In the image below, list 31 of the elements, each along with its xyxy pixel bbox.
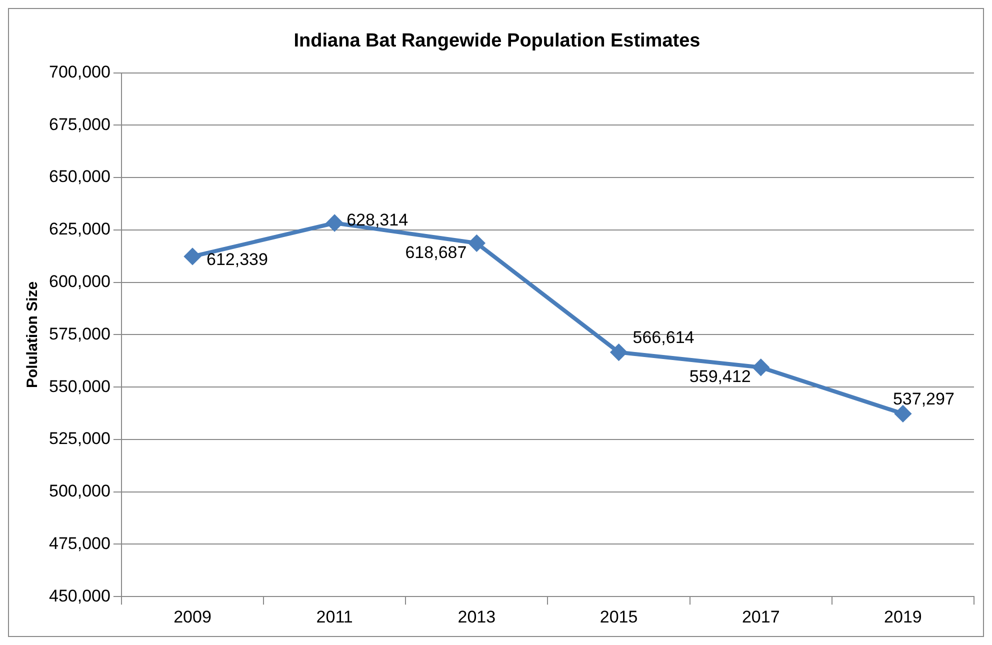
y-tick-label: 700,000 bbox=[49, 62, 110, 82]
x-tick-label: 2019 bbox=[884, 607, 922, 626]
text: 566,614 bbox=[632, 328, 694, 347]
y-tick-label: 525,000 bbox=[49, 429, 110, 448]
x-tick-label: 2009 bbox=[174, 607, 212, 626]
text: 618,687 bbox=[405, 242, 467, 262]
text: 559,412 bbox=[689, 367, 751, 386]
point bbox=[468, 235, 485, 252]
text: 612,339 bbox=[206, 250, 268, 270]
y-tick-label: 575,000 bbox=[49, 324, 110, 344]
y-tick-label: 600,000 bbox=[49, 272, 110, 292]
y-tick-label: 625,000 bbox=[49, 220, 110, 239]
point bbox=[184, 248, 200, 264]
x-tick-label: 2011 bbox=[316, 607, 353, 626]
x-tick-label: 2017 bbox=[742, 607, 780, 626]
point bbox=[894, 406, 911, 422]
y-tick-label: 650,000 bbox=[49, 167, 110, 186]
y-tick-label: 675,000 bbox=[49, 114, 110, 134]
x-tick-label: 2013 bbox=[458, 607, 496, 626]
text: 537,297 bbox=[892, 389, 954, 408]
y-tick-label: 550,000 bbox=[49, 376, 110, 396]
y-tick-label: 450,000 bbox=[49, 586, 110, 606]
chart-title: Indiana Bat Rangewide Population Estimates bbox=[294, 30, 700, 52]
point bbox=[326, 214, 343, 231]
text: 628,314 bbox=[346, 210, 408, 230]
point bbox=[610, 344, 627, 360]
y-axis-title: Polulation Size bbox=[24, 281, 42, 388]
x-tick-label: 2015 bbox=[600, 607, 638, 626]
point bbox=[752, 359, 769, 376]
y-tick-label: 475,000 bbox=[49, 534, 110, 553]
y-tick-label: 500,000 bbox=[49, 482, 110, 501]
